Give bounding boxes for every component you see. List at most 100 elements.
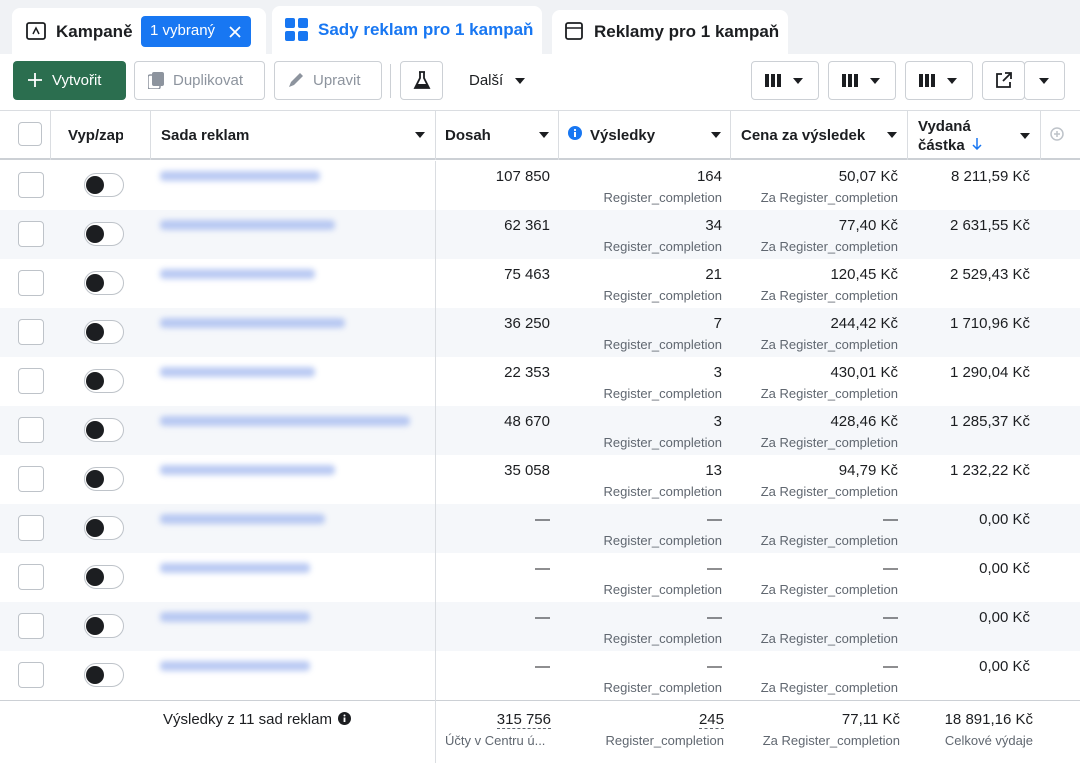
row-checkbox[interactable] <box>18 564 44 590</box>
results: 3 <box>713 413 722 430</box>
toggle-knob <box>86 568 104 586</box>
row-checkbox[interactable] <box>18 270 44 296</box>
cost-per-result: 50,07 Kč <box>838 168 898 185</box>
row-checkbox[interactable] <box>18 319 44 345</box>
amount-spent: 0,00 Kč <box>979 658 1030 675</box>
toggle-knob <box>86 519 104 537</box>
result-type: Register_completion <box>603 484 722 499</box>
table-row <box>0 553 1080 602</box>
view-button[interactable] <box>828 61 896 100</box>
cost-per-result: — <box>883 511 898 528</box>
export-menu[interactable] <box>1024 61 1065 100</box>
cost-per-result: 77,40 Kč <box>838 217 898 234</box>
column-divider <box>558 110 559 160</box>
reach: 107 850 <box>495 168 550 185</box>
column-divider <box>730 110 731 160</box>
ad-icon <box>565 22 583 40</box>
toggle-knob <box>86 666 104 684</box>
table-row <box>0 161 1080 210</box>
results: 164 <box>696 168 722 185</box>
amount-spent: 1 232,22 Kč <box>949 462 1030 479</box>
amount-spent: 0,00 Kč <box>979 609 1030 626</box>
toggle-knob <box>86 225 104 243</box>
tab-active[interactable] <box>272 6 542 54</box>
edit-icon <box>289 73 303 87</box>
cost-per-result: — <box>883 560 898 577</box>
amount-spent: 1 285,37 Kč <box>949 413 1030 430</box>
column-divider <box>435 504 436 553</box>
cost-type: Za Register_completion <box>760 288 898 303</box>
row-checkbox[interactable] <box>18 172 44 198</box>
view-button[interactable] <box>751 61 819 100</box>
result-type: Register_completion <box>603 533 722 548</box>
caret <box>793 78 803 84</box>
toggle-knob <box>86 470 104 488</box>
row-checkbox[interactable] <box>18 221 44 247</box>
caret <box>1039 78 1049 84</box>
test-button[interactable] <box>400 61 443 100</box>
reach: — <box>535 560 550 577</box>
selected-badge[interactable] <box>141 16 251 47</box>
cost-per-result: 430,01 Kč <box>830 364 898 381</box>
column-header[interactable]: Cena za výsledek <box>741 127 866 144</box>
row-checkbox[interactable] <box>18 515 44 541</box>
row-checkbox[interactable] <box>18 417 44 443</box>
row-checkbox[interactable] <box>18 466 44 492</box>
row-checkbox[interactable] <box>18 613 44 639</box>
result-type: Register_completion <box>603 239 722 254</box>
reach-note: Účty v Centru ú... <box>445 733 546 748</box>
duplicate-icon <box>148 72 164 89</box>
grid-icon <box>285 18 308 41</box>
plus-icon <box>28 73 42 87</box>
column-header[interactable]: Vydaná částka <box>918 118 971 154</box>
row-checkbox[interactable] <box>18 368 44 394</box>
redacted-name <box>160 661 310 671</box>
duplicate-button[interactable] <box>134 61 265 100</box>
badge-label: 1 vybraný <box>150 22 216 39</box>
result-type: Register_completion <box>603 288 722 303</box>
column-divider <box>435 110 436 160</box>
cost-type: Za Register_completion <box>760 337 898 352</box>
header-row <box>0 110 1080 160</box>
amount-spent: 0,00 Kč <box>979 511 1030 528</box>
cost-type: Za Register_completion <box>760 386 898 401</box>
table-row <box>0 357 1080 406</box>
row-checkbox[interactable] <box>18 662 44 688</box>
view-icon <box>842 74 858 87</box>
reach: 48 670 <box>504 413 550 430</box>
caret <box>415 132 425 138</box>
column-divider <box>435 161 436 210</box>
caret <box>947 78 957 84</box>
info-icon <box>338 712 351 725</box>
cost-per-result: 244,42 Kč <box>830 315 898 332</box>
cost-type: Za Register_completion <box>760 484 898 499</box>
select-all[interactable] <box>18 122 42 146</box>
folder-icon <box>26 22 46 40</box>
reach: 62 361 <box>504 217 550 234</box>
reach: 22 353 <box>504 364 550 381</box>
table-row <box>0 455 1080 504</box>
cost-type: Za Register_completion <box>760 680 898 695</box>
column-header[interactable]: Sada reklam <box>161 127 250 144</box>
view-icon <box>765 74 781 87</box>
total-cost: 77,11 Kč <box>841 711 900 728</box>
edit-button[interactable] <box>274 61 382 100</box>
results: — <box>707 658 722 675</box>
caret <box>539 132 549 138</box>
amount-spent: 2 529,43 Kč <box>949 266 1030 283</box>
amount-spent: 8 211,59 Kč <box>951 168 1030 185</box>
more-label: Další <box>469 72 504 89</box>
amount-spent: 1 290,04 Kč <box>949 364 1030 381</box>
view-button[interactable] <box>905 61 973 100</box>
table-row <box>0 308 1080 357</box>
tab[interactable] <box>552 10 788 54</box>
column-header[interactable]: Dosah <box>445 127 491 144</box>
result-type: Register_completion <box>603 582 722 597</box>
column-divider <box>150 110 151 160</box>
toggle-knob <box>86 372 104 390</box>
reach: 36 250 <box>504 315 550 332</box>
results: 34 <box>705 217 722 234</box>
redacted-name <box>160 171 320 181</box>
column-header[interactable]: Vyp/zap <box>68 127 123 144</box>
column-header[interactable]: Výsledky <box>590 127 656 144</box>
